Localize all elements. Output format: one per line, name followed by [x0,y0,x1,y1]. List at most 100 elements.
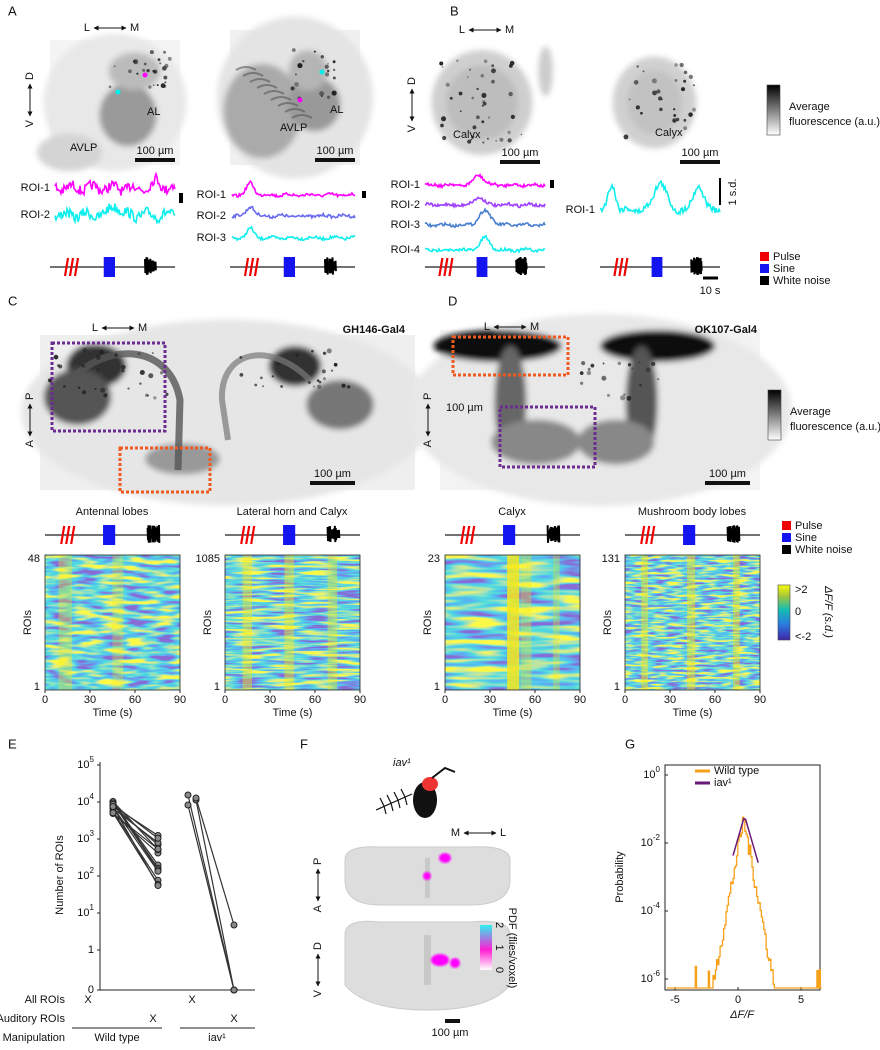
colorbar-label: ΔF/F (s.d.) [822,585,834,638]
response-band [327,555,338,690]
axis-end: P [312,858,324,865]
speck [606,393,611,397]
speck [121,364,126,370]
speck [100,387,106,393]
speck [459,110,462,113]
density-blob [439,853,451,863]
stim-noise [546,525,561,543]
tick-base: 10 [641,837,653,849]
axis-label: Time (s) [493,707,533,719]
stim-sine [103,257,115,277]
scale-label: 10 s [700,285,721,297]
speck [440,116,447,122]
speck [341,383,346,388]
stim-pulse [250,525,256,545]
striation [249,78,271,83]
y-label: ROIs [202,609,214,635]
image-label: AL [147,106,160,118]
speck [324,64,329,69]
striation [256,84,278,89]
speck [317,384,322,389]
speck [683,118,687,122]
roi-box [118,446,212,494]
image-label: AVLP [280,122,307,134]
colorbar-tick: 0 [493,967,505,973]
speck [319,91,325,97]
speck [260,376,263,380]
trace-label: ROI-4 [391,244,420,256]
axis-vertical: AP [24,393,36,448]
trace-label: ROI-2 [391,199,420,211]
speck [316,379,320,382]
stim-pulse [70,525,76,545]
pair-line [112,803,159,839]
speck [491,68,496,74]
axis-end: V [406,124,418,132]
speck [520,133,523,136]
striation [263,90,285,95]
striation [277,102,299,107]
tissue [627,70,682,135]
x-tick-label: 90 [574,694,586,706]
stim-pulse [63,257,70,277]
stim-pulse [618,257,624,277]
heatmap-frame [624,554,761,691]
tissue [446,65,518,140]
stim-pulse [60,525,66,545]
tick-exp: 0 [656,765,661,774]
speck [481,104,484,107]
x-tick-label: 90 [354,694,366,706]
striation [235,66,257,71]
speck [142,68,146,72]
panel-label: A [8,3,17,18]
tissue [37,133,102,172]
speck [579,371,584,375]
axis-end: L [484,321,490,333]
stim-sine [503,525,516,545]
speck [482,101,487,106]
legend-swatch [782,521,791,530]
speck [674,79,678,83]
tick-label: 10-2 [641,833,661,849]
response-band [520,555,532,690]
axis-end: L [84,22,90,34]
panel-label: D [448,293,457,308]
point [184,791,192,799]
speck [167,56,172,61]
speck [645,367,651,373]
tissue [108,52,161,90]
axis-end: V [24,119,36,127]
y-tick-label: 131 [602,553,620,565]
y-tick-label: 1085 [196,553,220,565]
roi-box [498,405,597,469]
speck [63,385,66,388]
trace-label: ROI-1 [391,179,420,191]
speck [445,82,450,87]
speck [471,96,475,100]
pair-line [112,802,159,871]
tissue [145,443,220,475]
axis-end: L [92,322,98,334]
speck [326,95,331,99]
heatmap [225,555,360,690]
row-label: Manipulation [3,1032,65,1044]
stim-pulse [73,257,80,277]
legend-label: iav¹ [714,777,732,789]
speck [136,72,139,75]
speck [495,140,498,142]
speck [149,50,154,55]
speck [163,75,168,80]
speck [108,85,112,89]
tissue [43,369,112,425]
micrograph [431,46,553,155]
scale-label: 1 s.d. [727,179,739,206]
trace-label: ROI-1 [21,182,50,194]
speck [261,385,265,388]
trace-label: ROI-2 [21,209,50,221]
speck [323,352,326,355]
fly-eye [422,777,438,791]
speck [638,361,641,363]
speck [693,84,695,87]
colorbar [767,389,782,441]
micrograph [408,314,792,506]
